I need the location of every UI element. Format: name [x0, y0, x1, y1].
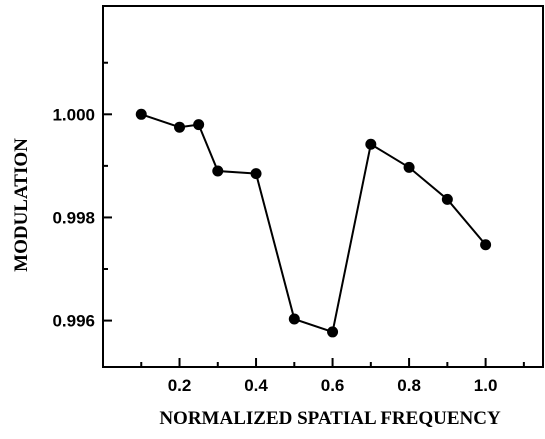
data-point — [327, 326, 339, 338]
y-axis-title: MODULATION — [11, 138, 32, 272]
data-point — [250, 168, 262, 180]
data-point — [480, 239, 492, 251]
plot-frame — [102, 5, 544, 368]
y-tick-label: 0.996 — [52, 312, 95, 331]
x-axis: 0.2 0.4 0.6 0.8 1.0 — [140, 358, 525, 395]
x-axis-title: NORMALIZED SPATIAL FREQUENCY — [159, 408, 501, 429]
data-point — [441, 193, 453, 205]
x-tick-label: 0.2 — [168, 376, 192, 395]
data-point — [135, 108, 147, 120]
x-tick-label: 0.8 — [397, 376, 421, 395]
data-point — [403, 161, 415, 173]
data-point — [365, 138, 377, 150]
data-point — [212, 165, 224, 177]
series-line — [140, 113, 487, 334]
x-tick-label: 1.0 — [474, 376, 498, 395]
x-tick-label: 0.6 — [321, 376, 345, 395]
series-points — [135, 108, 492, 338]
y-tick-label: 0.998 — [52, 208, 95, 227]
data-point — [174, 121, 186, 133]
data-point — [193, 119, 205, 131]
y-axis: 0.996 0.998 1.000 — [52, 61, 112, 331]
data-point — [288, 313, 300, 325]
x-tick-label: 0.4 — [244, 376, 268, 395]
y-tick-label: 1.000 — [52, 105, 95, 124]
